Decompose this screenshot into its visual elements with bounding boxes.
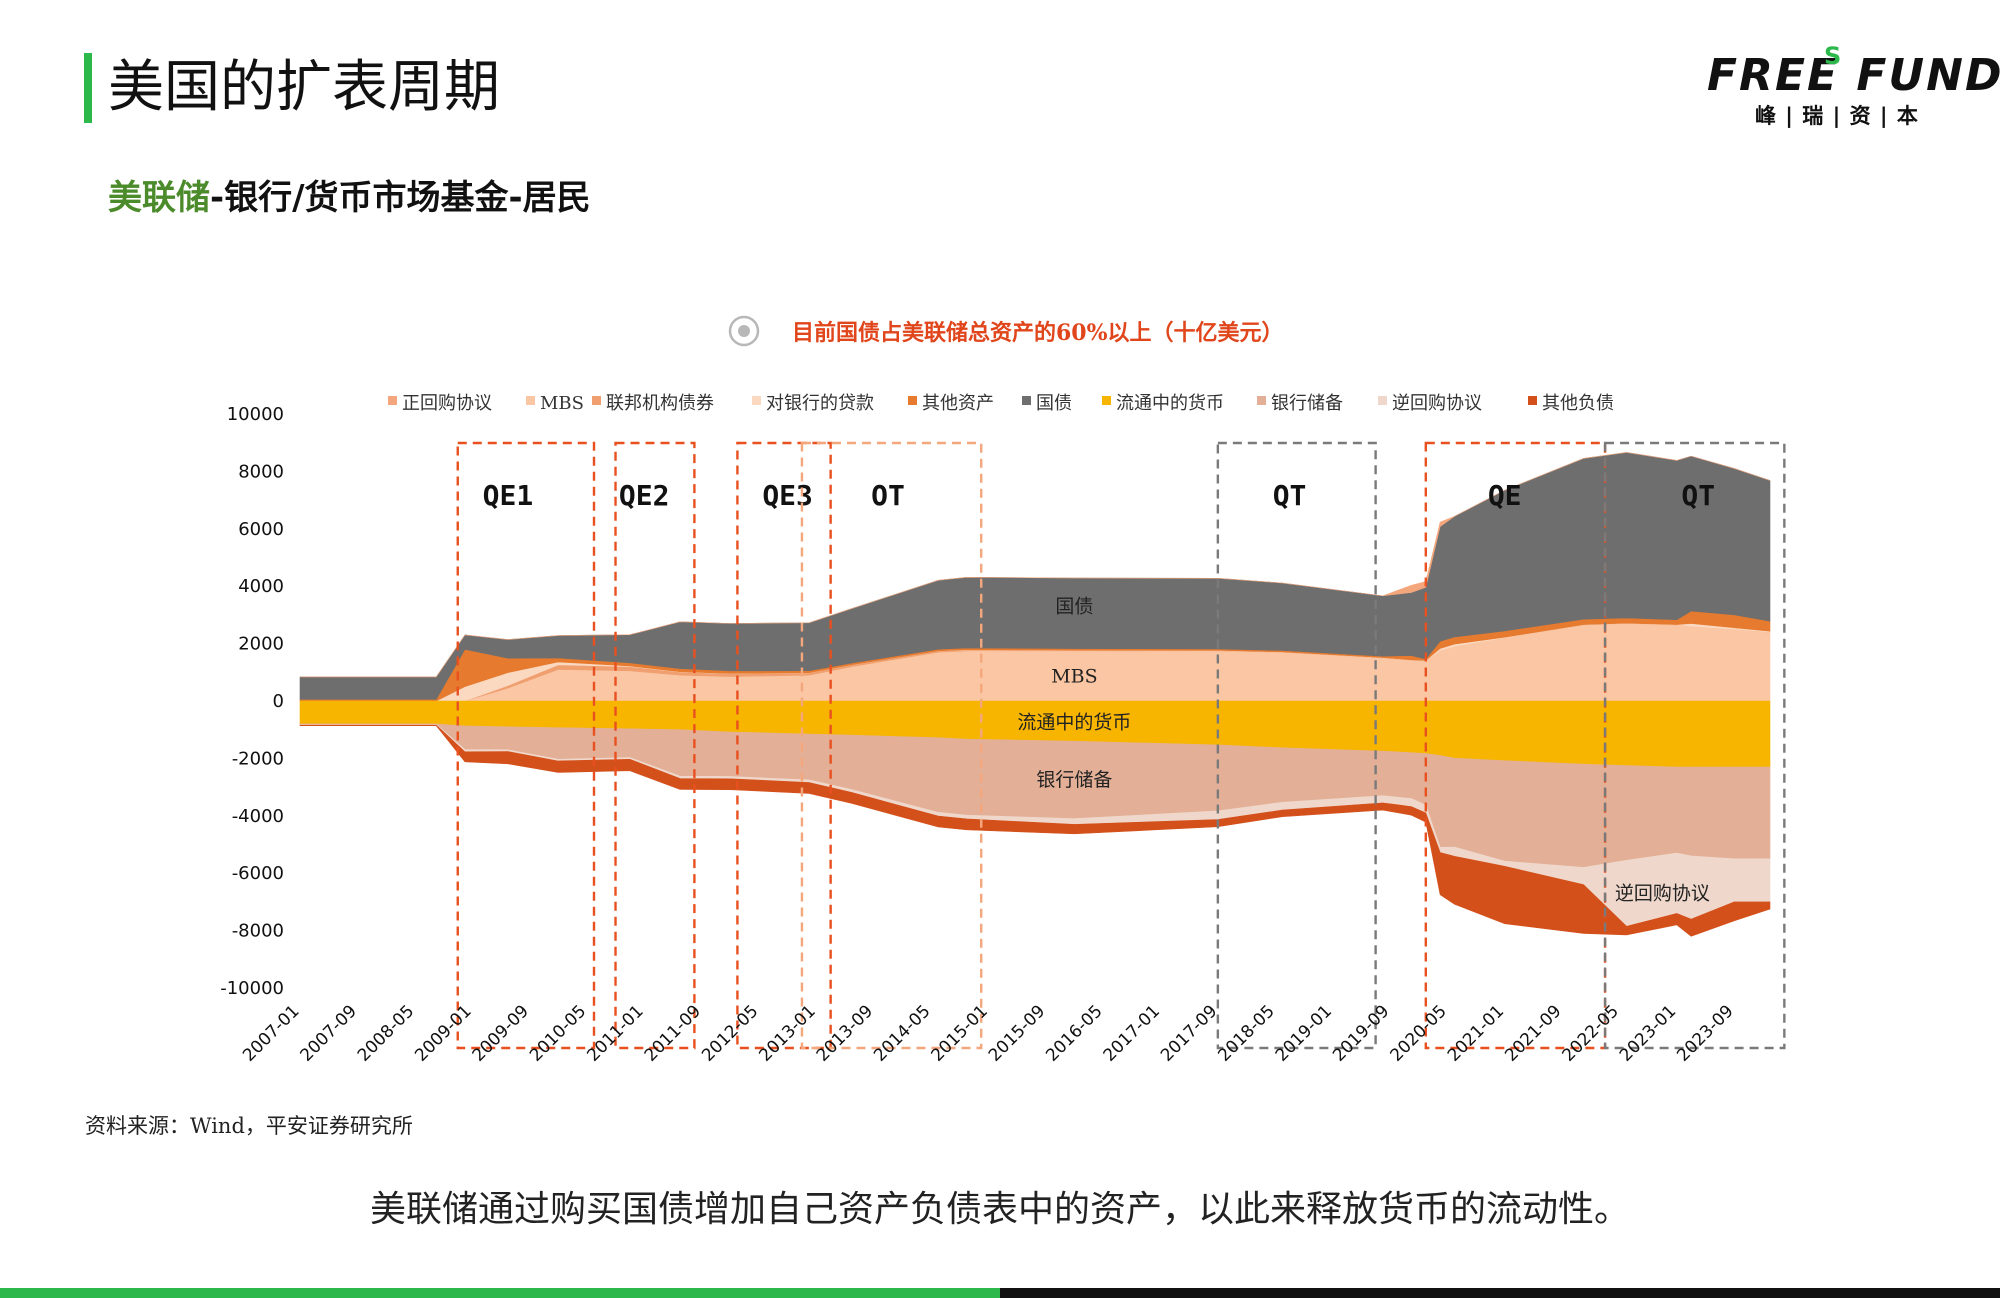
chart-title-icon-dot: [738, 325, 750, 337]
x-axis: 2007-012007-092008-052009-012009-092010-…: [239, 1001, 1738, 1065]
y-tick-label: -10000: [220, 978, 284, 999]
period-box: [800, 441, 983, 1050]
chart-legend: 正回购协议 MBS 联邦机构债券 对银行的贷款 其他资产 国债 流通中的货币 银行储备 逆回购协…: [388, 393, 1614, 414]
x-tick-label: 2023-01: [1616, 1001, 1680, 1065]
period-label: QE1: [483, 479, 534, 512]
y-tick-label: 10000: [227, 404, 284, 425]
fed-balance-sheet-chart: 目前国债占美联储总资产的60%以上（十亿美元） 正回购协议 MBS 联邦机构债券 对银…: [220, 315, 1786, 1066]
legend-label: MBS: [540, 393, 584, 414]
legend-swatch: [388, 396, 397, 405]
y-tick-label: 0: [273, 691, 284, 712]
x-tick-label: 2022-05: [1559, 1001, 1623, 1065]
y-tick-label: 8000: [238, 461, 284, 482]
series-label: MBS: [1051, 666, 1097, 688]
period-label: OT: [871, 479, 905, 512]
period-box: [1603, 441, 1786, 1050]
legend-swatch: [752, 396, 761, 405]
period-label: QT: [1681, 479, 1715, 512]
x-tick-label: 2014-05: [870, 1001, 934, 1065]
page-title: 美国的扩表周期: [108, 55, 500, 120]
series-label: 流通中的货币: [1017, 712, 1131, 734]
x-tick-label: 2009-09: [469, 1001, 533, 1065]
period-label: QE3: [762, 479, 813, 512]
period-box: [456, 441, 596, 1050]
y-tick-label: -8000: [232, 921, 284, 942]
legend-label: 银行储备: [1271, 393, 1343, 414]
x-tick-label: 2019-01: [1272, 1001, 1336, 1065]
slide-caption: 美联储通过购买国债增加自己资产负债表中的资产，以此来释放货币的流动性。: [369, 1189, 1630, 1230]
x-tick-label: 2010-05: [526, 1001, 590, 1065]
x-tick-label: 2013-09: [813, 1001, 877, 1065]
area-其他负债: [299, 724, 1771, 937]
logo-main-text: FREE FUND: [1707, 50, 2000, 101]
x-tick-label: 2021-09: [1501, 1001, 1565, 1065]
legend-swatch: [1257, 396, 1266, 405]
y-tick-label: -6000: [232, 863, 284, 884]
x-tick-label: 2020-05: [1386, 1001, 1450, 1065]
subtitle-rest: -银行/货币市场基金-居民: [210, 178, 591, 218]
x-tick-label: 2009-01: [411, 1001, 475, 1065]
y-axis: 10000 8000 6000 4000 2000 0 -2000 -4000 -6000 -80…: [220, 404, 284, 999]
x-tick-label: 2007-01: [239, 1001, 303, 1065]
title-accent-bar: [84, 53, 92, 123]
footer-bar-green: [0, 1288, 1000, 1298]
period-label: QE: [1488, 479, 1522, 512]
x-tick-label: 2023-09: [1673, 1001, 1737, 1065]
x-tick-label: 2016-05: [1042, 1001, 1106, 1065]
x-tick-label: 2019-09: [1329, 1001, 1393, 1065]
legend-label: 联邦机构债券: [606, 393, 714, 414]
legend-label: 正回购协议: [402, 393, 492, 414]
source-note: 资料来源：Wind，平安证券研究所: [85, 1114, 413, 1138]
logo-chinese-text: 峰 | 瑞 | 资 | 本: [1755, 104, 1919, 128]
subtitle-highlight: 美联储: [108, 178, 210, 218]
series-label: 银行储备: [1036, 769, 1112, 791]
chart-title-icon: [728, 315, 760, 347]
x-tick-label: 2008-05: [354, 1001, 418, 1065]
legend-label: 逆回购协议: [1392, 393, 1482, 414]
series-label: 国债: [1055, 595, 1093, 617]
y-tick-label: 4000: [238, 576, 284, 597]
x-tick-label: 2012-05: [698, 1001, 762, 1065]
period-label: QE2: [619, 479, 670, 512]
logo-s-mark: S: [1824, 42, 1842, 70]
legend-label: 对银行的贷款: [766, 393, 874, 414]
x-tick-label: 2021-01: [1444, 1001, 1508, 1065]
x-tick-label: 2017-01: [1100, 1001, 1164, 1065]
legend-label: 国债: [1036, 393, 1072, 414]
legend-label: 其他资产: [922, 393, 994, 414]
chart-title-group: 目前国债占美联储总资产的60%以上（十亿美元）: [728, 315, 1284, 347]
chart-areas: [299, 452, 1771, 937]
period-box: [614, 441, 696, 1050]
legend-swatch: [526, 396, 535, 405]
freesfund-logo: FREE FUND S 峰 | 瑞 | 资 | 本: [1705, 42, 2000, 130]
footer-bar-black: [1000, 1288, 2000, 1298]
series-label: 逆回购协议: [1615, 882, 1710, 904]
legend-swatch: [1022, 396, 1031, 405]
x-tick-label: 2011-09: [641, 1001, 705, 1065]
period-box: [1216, 441, 1377, 1050]
x-tick-label: 2007-09: [297, 1001, 361, 1065]
period-box: [736, 441, 832, 1050]
legend-swatch: [1378, 396, 1387, 405]
x-tick-label: 2018-05: [1214, 1001, 1278, 1065]
x-tick-label: 2013-01: [755, 1001, 819, 1065]
x-tick-label: 2015-09: [985, 1001, 1049, 1065]
chart-title: 目前国债占美联储总资产的60%以上（十亿美元）: [792, 320, 1284, 346]
legend-swatch: [1528, 396, 1537, 405]
y-tick-label: -2000: [232, 748, 284, 769]
legend-swatch: [908, 396, 917, 405]
legend-swatch: [592, 396, 601, 405]
legend-label: 流通中的货币: [1116, 393, 1224, 414]
y-tick-label: 6000: [238, 519, 284, 540]
legend-label: 其他负债: [1542, 393, 1614, 414]
period-boxes: QE1 QE2 QE3 OT QT QE QT: [456, 441, 1786, 1050]
y-tick-label: -4000: [232, 806, 284, 827]
legend-swatch: [1102, 396, 1111, 405]
section-subtitle: 美联储-银行/货币市场基金-居民: [108, 170, 591, 219]
y-tick-label: 2000: [238, 634, 284, 655]
period-label: QT: [1273, 479, 1307, 512]
x-tick-label: 2017-09: [1157, 1001, 1221, 1065]
